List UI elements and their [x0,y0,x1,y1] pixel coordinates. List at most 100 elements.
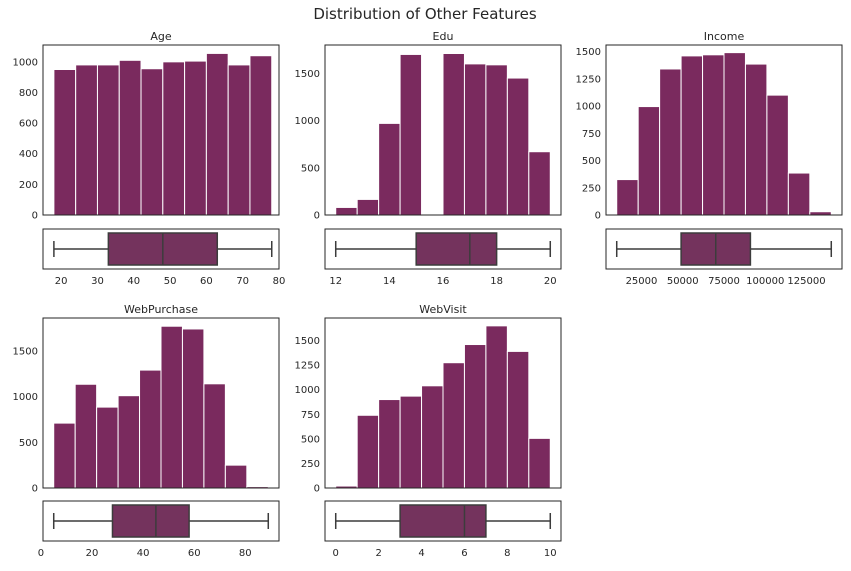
boxplot-frame [42,228,280,270]
subplot-title: Edu [433,30,454,43]
histogram-bar [463,63,487,216]
x-tick-label: 125000 [787,276,825,287]
y-tick-label: 0 [595,211,601,222]
histogram-frame [42,317,280,489]
histogram-frame [42,44,280,216]
y-tick-label: 1000 [576,102,601,113]
histogram-bar [766,94,789,216]
y-tick-label: 1500 [295,69,320,80]
y-tick-label: 600 [19,119,38,130]
histogram-bar [528,151,551,216]
y-tick-label: 1000 [295,385,320,396]
subplot-edu: Edu 0 500 1000 1500 12 14 16 18 20 [295,30,562,287]
boxplot-frame [605,228,843,270]
histogram-bar [53,69,77,216]
histogram-bar [249,55,273,216]
histogram-bar [506,350,530,489]
x-tick-label: 14 [383,276,396,287]
subplot-title: Age [150,30,172,43]
y-tick-label: 1500 [576,47,601,58]
y-tick-label: 500 [301,434,320,445]
histogram-bar [528,437,551,489]
y-tick-label: 0 [314,211,320,222]
histogram-bar [139,369,162,489]
x-tick-label: 50 [164,276,177,287]
histogram-bar [53,422,76,489]
y-tick-label: 400 [19,149,38,160]
histogram-bar [378,122,401,216]
x-tick-label: 30 [91,276,104,287]
x-tick-label: 60 [188,548,201,559]
box-iqr [399,504,487,538]
y-tick-label: 250 [582,183,601,194]
y-tick-label: 0 [32,484,38,495]
histogram-bar [485,325,508,489]
x-tick-label: 10 [544,548,557,559]
histogram-bar [723,52,746,216]
histogram-bar [96,406,119,489]
histogram-bar [378,399,401,489]
x-tick-label: 40 [137,548,150,559]
histogram-bar [485,64,508,216]
histogram-bar [463,344,487,489]
y-tick-label: 1000 [13,392,38,403]
box-iqr [415,232,498,266]
histogram-frame [324,44,562,216]
histogram-bar [356,198,380,216]
x-tick-label: 25000 [626,276,658,287]
y-tick-label: 0 [32,211,38,222]
boxplot-frame [324,228,562,270]
x-tick-label: 100000 [746,276,784,287]
x-tick-label: 8 [504,548,510,559]
histogram-bar [744,63,768,216]
y-tick-label: 200 [19,180,38,191]
histogram-bar [140,68,164,216]
histogram-bar [787,172,811,216]
histogram-bar [421,385,444,489]
histogram-bar [442,53,465,216]
histogram-bar [117,395,141,489]
y-tick-label: 500 [19,438,38,449]
histogram-bar [203,383,226,489]
histogram-frame [324,317,562,489]
y-tick-label: 250 [301,459,320,470]
x-tick-label: 20 [544,276,557,287]
histogram-bar [399,395,423,489]
histogram-bar [399,53,423,216]
x-tick-label: 60 [200,276,213,287]
subplot-income: Income 0 250 500 750 1000 1250 1500 25000 50000 75… [576,30,843,287]
histogram-bar [181,328,205,489]
x-tick-label: 0 [38,548,44,559]
x-tick-label: 4 [418,548,424,559]
x-tick-label: 50000 [667,276,699,287]
x-tick-label: 80 [273,276,286,287]
x-tick-label: 12 [329,276,342,287]
y-tick-label: 1000 [13,57,38,68]
y-tick-label: 1500 [13,346,38,357]
histogram-bar [659,68,682,216]
subplot-webvisit: WebVisit 0 250 500 750 1000 1250 1500 0 2 4 6 8 10 [295,303,562,559]
y-tick-label: 500 [301,163,320,174]
y-tick-label: 750 [582,129,601,140]
histogram-bar [637,106,661,216]
y-tick-label: 0 [314,484,320,495]
y-tick-label: 1250 [295,361,320,372]
y-tick-label: 1500 [295,336,320,347]
boxplot-frame [324,500,562,542]
y-tick-label: 1250 [576,74,601,85]
x-tick-label: 6 [461,548,467,559]
histogram-bar [356,414,380,489]
figure-title: Distribution of Other Features [313,5,537,23]
x-tick-label: 0 [333,548,339,559]
x-tick-label: 40 [127,276,140,287]
histogram-bar [227,64,251,216]
y-tick-label: 500 [582,156,601,167]
histogram-bar [335,206,358,216]
subplot-title: WebPurchase [124,303,198,316]
box-iqr [111,504,190,538]
histogram-bar [205,52,229,216]
y-tick-label: 750 [301,410,320,421]
histogram-bar [75,64,98,216]
histogram-bar [74,383,98,489]
